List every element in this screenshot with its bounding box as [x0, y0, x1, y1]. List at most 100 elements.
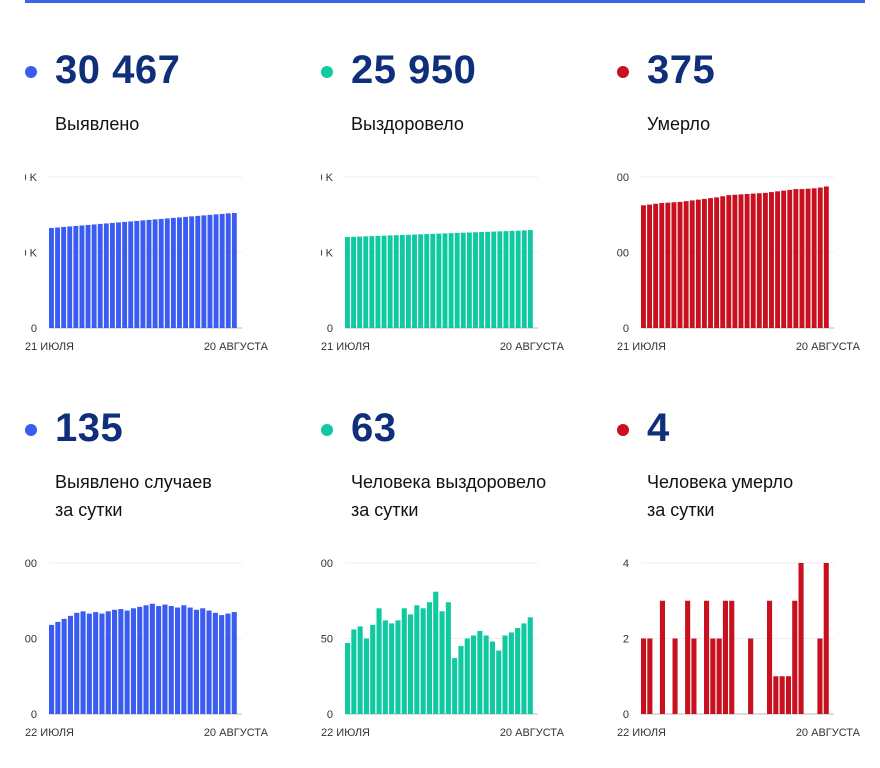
bar — [149, 603, 155, 714]
bar — [502, 635, 508, 714]
bar — [691, 638, 697, 714]
bar — [118, 609, 124, 714]
bar — [509, 230, 515, 328]
bar — [49, 624, 55, 714]
x-start-label: 21 ИЮЛЯ — [617, 341, 666, 353]
bar — [708, 198, 713, 328]
bar — [67, 615, 73, 714]
bar — [162, 604, 168, 714]
bar — [363, 236, 369, 328]
bar — [140, 220, 146, 328]
y-tick-label: 0 — [31, 323, 37, 335]
bar — [811, 188, 817, 328]
bar — [73, 225, 79, 328]
bar — [424, 234, 430, 328]
bar — [641, 205, 646, 328]
x-start-label: 21 ИЮЛЯ — [321, 341, 370, 353]
bar — [433, 591, 439, 714]
chart-died-daily: 0 2 4 22 ИЮЛЯ 20 АВГУСТА — [617, 558, 861, 739]
bar — [225, 613, 231, 714]
bar — [823, 186, 829, 328]
bar — [387, 235, 393, 328]
y-tick-label: 0 — [623, 709, 629, 721]
bar — [641, 638, 647, 714]
bar — [659, 203, 665, 328]
bar — [738, 194, 744, 328]
y-tick-label: 0 — [327, 323, 333, 335]
chart-detected-total: 0 20 K 40 K 21 ИЮЛЯ 20 АВГУСТА — [25, 172, 269, 353]
bar — [515, 627, 521, 714]
stat-label-line: Выявлено случаев — [55, 472, 212, 492]
bar — [442, 233, 448, 328]
bar — [683, 201, 689, 328]
bar — [80, 611, 86, 714]
bar — [473, 232, 478, 328]
bar — [685, 600, 691, 714]
bar — [357, 626, 363, 714]
stat-label-line: Человека выздоровело — [351, 472, 547, 492]
bar — [722, 600, 728, 714]
bar — [401, 608, 407, 714]
bar — [405, 234, 411, 328]
stat-label: Человека выздоровело за сутки — [351, 468, 546, 524]
bar — [653, 203, 659, 328]
bar — [527, 617, 533, 714]
bar — [762, 192, 768, 328]
bar — [477, 630, 483, 714]
top-divider — [25, 0, 865, 3]
y-tick-label: 20 K — [25, 248, 38, 260]
bar — [491, 231, 497, 328]
bar — [527, 230, 533, 328]
bar — [112, 609, 118, 714]
bar — [181, 605, 187, 714]
x-end-label: 20 АВГУСТА — [796, 727, 861, 739]
stat-number: 25 950 — [351, 48, 477, 92]
stat-number: 4 — [647, 406, 670, 450]
bar — [158, 218, 164, 328]
y-tick-label: 200 — [25, 558, 37, 570]
bar — [496, 650, 502, 714]
bar — [408, 614, 414, 714]
bar — [799, 189, 805, 328]
bar — [128, 221, 134, 328]
bar — [99, 613, 105, 714]
bar — [187, 607, 193, 714]
y-tick-label: 40 K — [321, 172, 334, 184]
bar — [200, 608, 206, 714]
bar — [756, 193, 762, 328]
bar — [219, 213, 225, 328]
bar — [55, 621, 61, 714]
bar — [231, 612, 237, 714]
bar — [369, 236, 375, 328]
bar — [785, 676, 791, 714]
stat-label-line: Выздоровело — [351, 114, 464, 134]
bar — [93, 612, 99, 714]
bar — [436, 233, 442, 329]
x-end-label: 20 АВГУСТА — [796, 341, 861, 353]
bar — [207, 214, 213, 328]
bar — [775, 191, 781, 328]
bar — [206, 610, 212, 714]
stat-panel-detected: 30 467 Выявлено 0 20 K 40 K 21 ИЮЛЯ 20 АВГУС… — [25, 40, 321, 410]
bar — [74, 612, 80, 714]
stat-number: 63 — [351, 406, 397, 450]
bar — [805, 188, 811, 328]
bar — [143, 605, 149, 714]
bar — [798, 563, 804, 714]
stat-label: Человека умерло за сутки — [647, 468, 793, 524]
bar — [464, 638, 470, 714]
bar — [716, 638, 722, 714]
series-dot — [321, 424, 333, 436]
bar — [426, 602, 432, 714]
bar — [395, 620, 401, 714]
bar — [452, 658, 458, 714]
bar — [193, 609, 199, 714]
bar — [105, 611, 111, 714]
series-dot — [25, 66, 37, 78]
bar — [49, 227, 54, 328]
bar — [168, 606, 174, 714]
bar — [122, 221, 128, 328]
y-tick-label: 200 — [617, 248, 629, 260]
bar — [787, 189, 793, 328]
x-start-label: 22 ИЮЛЯ — [617, 727, 666, 739]
